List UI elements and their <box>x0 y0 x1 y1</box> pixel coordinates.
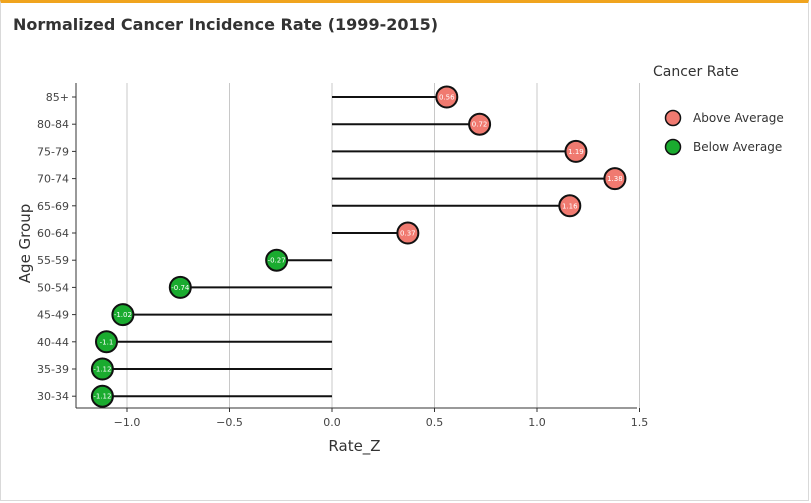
x-tick-label: 1.5 <box>631 416 649 429</box>
data-label: -1.1 <box>100 338 114 346</box>
lollipop-point <box>564 139 588 163</box>
lollipop-dots: 0.56 0.72 1.19 1.38 1.16 0.37 -0.27 -0.74 -1.02 -… <box>90 85 627 408</box>
legend-marker <box>664 138 682 156</box>
data-label: 1.19 <box>568 148 584 156</box>
x-tick-label: 0.5 <box>426 416 444 429</box>
x-tick-label: −1.0 <box>114 416 141 429</box>
lollipop-point <box>558 194 582 218</box>
lollipop-point <box>468 112 492 136</box>
legend-label: Above Average <box>693 111 784 125</box>
y-tick-label: 50-54 <box>37 281 69 294</box>
legend-marker <box>664 109 682 127</box>
x-axis-title: Rate_Z <box>328 437 380 456</box>
lollipop-point <box>90 357 114 381</box>
y-axis-ticks: 85+ 80-84 75-79 70-74 65-69 60-64 55-59 50-54 45… <box>37 91 76 403</box>
lollipop-point <box>95 330 118 354</box>
lollipop-point <box>435 85 459 109</box>
lollipop-point <box>396 221 420 245</box>
data-label: -0.74 <box>171 284 190 292</box>
y-tick-label: 80-84 <box>37 118 69 131</box>
y-tick-label: 85+ <box>46 91 69 104</box>
lollipop-point <box>603 167 627 191</box>
gridlines <box>75 83 640 409</box>
y-tick-label: 60-64 <box>37 227 69 240</box>
legend: Cancer Rate Above Average Below Average <box>653 64 784 156</box>
data-label: 0.72 <box>472 121 488 129</box>
x-axis-ticks: −1.0 −0.5 0.0 0.5 1.0 1.5 <box>114 408 649 429</box>
data-label: -1.12 <box>93 393 111 401</box>
y-tick-label: 40-44 <box>37 336 69 349</box>
lollipop-point <box>265 248 289 272</box>
x-tick-label: 1.0 <box>528 416 546 429</box>
legend-title: Cancer Rate <box>653 64 739 80</box>
x-tick-label: −0.5 <box>216 416 243 429</box>
data-label: -0.27 <box>268 257 286 265</box>
lollipop-point <box>90 384 114 408</box>
chart-title: Normalized Cancer Incidence Rate (1999-2… <box>13 15 439 34</box>
y-tick-label: 30-34 <box>37 390 69 403</box>
legend-label: Below Average <box>693 140 782 154</box>
lollipop-point <box>111 303 135 327</box>
data-label: 0.37 <box>400 230 416 238</box>
y-axis-title: Age Group <box>16 204 34 283</box>
y-tick-label: 55-59 <box>37 254 69 267</box>
y-tick-label: 70-74 <box>37 173 69 186</box>
y-tick-label: 45-49 <box>37 309 69 322</box>
lollipop-stems <box>102 96 615 398</box>
x-tick-label: 0.0 <box>323 416 341 429</box>
y-tick-label: 75-79 <box>37 145 69 158</box>
data-label: 0.56 <box>439 94 455 102</box>
lollipop-point <box>168 275 192 299</box>
y-tick-label: 65-69 <box>37 200 69 213</box>
data-label: 1.16 <box>562 202 578 210</box>
data-label: -1.02 <box>114 311 132 319</box>
data-label: 1.38 <box>607 175 623 183</box>
data-label: -1.12 <box>93 366 111 374</box>
y-tick-label: 35-39 <box>37 363 69 376</box>
